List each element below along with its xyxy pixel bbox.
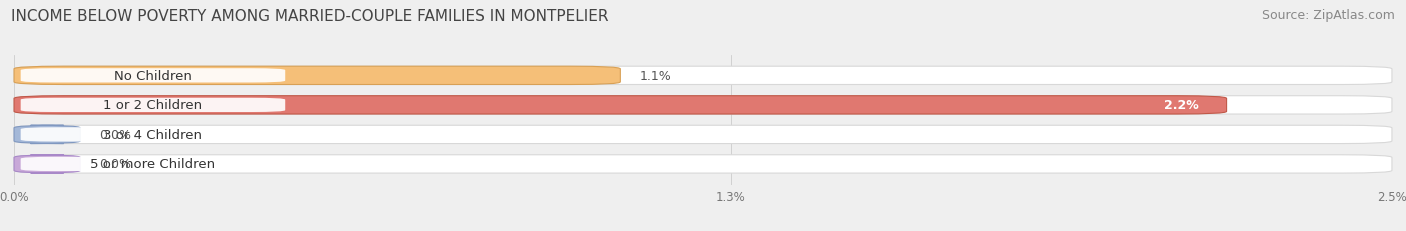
Text: 0.0%: 0.0% bbox=[100, 158, 132, 171]
Text: 5 or more Children: 5 or more Children bbox=[90, 158, 215, 171]
Text: 0.0%: 0.0% bbox=[100, 128, 132, 141]
FancyBboxPatch shape bbox=[14, 67, 1392, 85]
FancyBboxPatch shape bbox=[21, 69, 285, 83]
Text: 2.2%: 2.2% bbox=[1164, 99, 1199, 112]
FancyBboxPatch shape bbox=[14, 126, 80, 144]
FancyBboxPatch shape bbox=[21, 128, 285, 142]
FancyBboxPatch shape bbox=[21, 157, 285, 171]
FancyBboxPatch shape bbox=[21, 98, 285, 112]
FancyBboxPatch shape bbox=[14, 126, 1392, 144]
Text: 1 or 2 Children: 1 or 2 Children bbox=[104, 99, 202, 112]
FancyBboxPatch shape bbox=[14, 96, 1392, 115]
FancyBboxPatch shape bbox=[14, 96, 1226, 115]
FancyBboxPatch shape bbox=[14, 67, 620, 85]
FancyBboxPatch shape bbox=[14, 155, 1392, 173]
Text: Source: ZipAtlas.com: Source: ZipAtlas.com bbox=[1261, 9, 1395, 22]
Text: 3 or 4 Children: 3 or 4 Children bbox=[104, 128, 202, 141]
Text: No Children: No Children bbox=[114, 70, 191, 82]
Text: INCOME BELOW POVERTY AMONG MARRIED-COUPLE FAMILIES IN MONTPELIER: INCOME BELOW POVERTY AMONG MARRIED-COUPL… bbox=[11, 9, 609, 24]
FancyBboxPatch shape bbox=[14, 155, 80, 173]
Text: 1.1%: 1.1% bbox=[640, 70, 672, 82]
